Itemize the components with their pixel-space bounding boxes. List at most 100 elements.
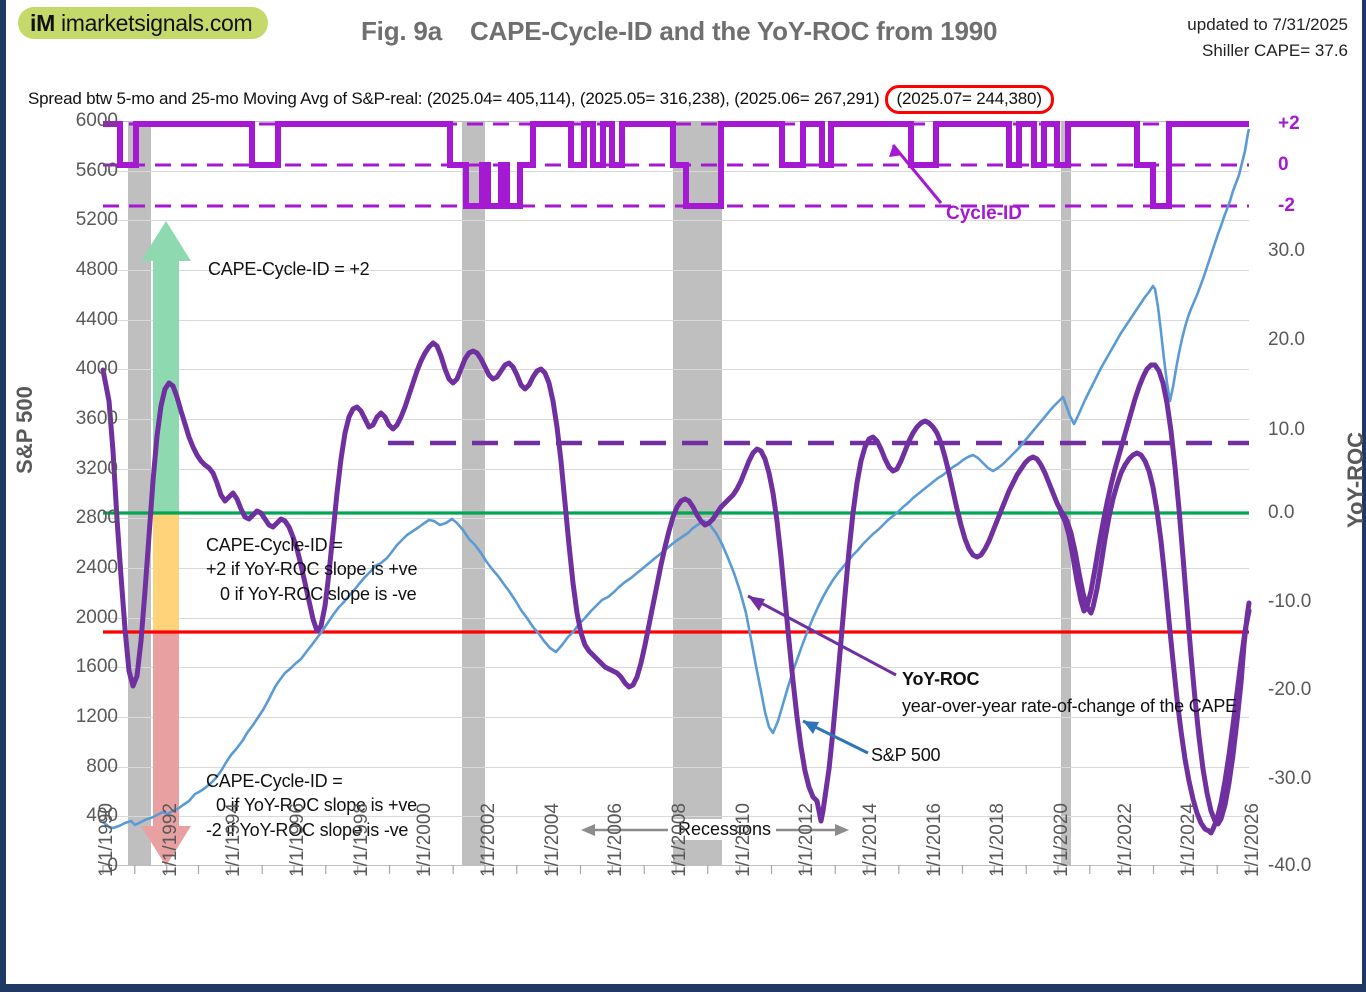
spread-latest-highlight: (2025.07= 244,380) <box>884 85 1054 114</box>
ytick-right: -10.0 <box>1268 591 1312 612</box>
xtick: 1/1/2010 <box>732 803 754 877</box>
ytick-right: 0.0 <box>1268 502 1295 523</box>
page-title: Fig. 9a CAPE-Cycle-ID and the YoY-ROC fro… <box>361 16 997 47</box>
logo-text: imarketsignals.com <box>60 9 253 36</box>
gridline <box>103 816 1249 818</box>
xtick: 1/1/2004 <box>541 803 563 877</box>
ytick-left: 4000 <box>75 358 118 380</box>
xtick: 1/1/2022 <box>1114 803 1136 877</box>
annotation-cycle-up: CAPE-Cycle-ID = +2 <box>208 259 370 279</box>
xtick: 1/1/1998 <box>350 803 372 877</box>
leader-sp500 <box>802 719 869 755</box>
annotation-rule-low: CAPE-Cycle-ID = 0 if YoY-ROC slope is +v… <box>206 769 417 842</box>
xtick: 1/1/2016 <box>923 803 945 877</box>
rule-mid-line3: 0 if YoY-ROC slope is -ve <box>220 583 417 604</box>
ytick-left: 2800 <box>75 507 118 529</box>
gridline <box>103 319 1249 321</box>
update-info: updated to 7/31/2025 Shiller CAPE= 37.6 <box>1187 12 1348 65</box>
arrow-mid-yellow <box>153 513 179 631</box>
series-cycle-id <box>103 121 1249 209</box>
recession-band <box>1061 121 1072 866</box>
gridline <box>103 766 1249 768</box>
ytick-left: 1600 <box>75 656 118 678</box>
xtick: 1/1/1990 <box>96 803 117 877</box>
arrow-up-green <box>141 221 191 513</box>
imarketsignals-logo: iM imarketsignals.com <box>18 7 269 39</box>
annotation-rule-mid: CAPE-Cycle-ID = +2 if YoY-ROC slope is +… <box>206 533 417 606</box>
leader-cycle-id <box>889 144 943 204</box>
rule-low-line3: -2 if YoY-ROC slope is -ve <box>206 819 409 840</box>
logo-mark: iM <box>30 9 55 36</box>
ytick-left: 5200 <box>75 209 118 231</box>
recessions-label: Recessions <box>673 819 777 840</box>
ytick-right: -30.0 <box>1268 768 1312 789</box>
figure-title-text: CAPE-Cycle-ID and the YoY-ROC from 1990 <box>469 16 998 46</box>
spread-note: Spread btw 5-mo and 25-mo Moving Avg of … <box>28 85 1054 114</box>
series-sp500 <box>102 128 1251 830</box>
recession-band <box>672 121 722 866</box>
gridline <box>103 270 1249 271</box>
gridline <box>103 468 1249 470</box>
chart-plot-area: CAPE-Cycle-ID = +2 CAPE-Cycle-ID = +2 if… <box>100 121 1252 874</box>
xtick: 1/1/2024 <box>1178 803 1200 877</box>
ytick-left: 2000 <box>75 606 118 628</box>
cycle-level-label: 0 <box>1278 154 1289 175</box>
rule-low-line2: 0 if YoY-ROC slope is +ve <box>216 795 417 816</box>
series-yoy-roc-recent <box>1058 362 1252 827</box>
gridline <box>103 220 1249 222</box>
ytick-left: 400 <box>86 805 118 827</box>
ytick-left: 800 <box>86 755 118 777</box>
gridline <box>103 717 1249 718</box>
spread-note-text: Spread btw 5-mo and 25-mo Moving Avg of … <box>28 89 880 108</box>
xtick: 1/1/2018 <box>987 803 1009 877</box>
gridline <box>103 369 1249 371</box>
annotation-yoy-roc: YoY-ROC year-over-year rate-of-change of… <box>902 666 1237 720</box>
ytick-left: 3200 <box>75 457 118 479</box>
yoy-roc-sublabel: year-over-year rate-of-change of the CAP… <box>902 696 1237 716</box>
gridline <box>103 568 1249 569</box>
figure-number: Fig. 9a <box>361 16 442 46</box>
y-axis-label-left: S&P 500 <box>12 386 37 474</box>
left-axis-ticks: 6000 5600 5200 4800 4400 4000 3600 3200 … <box>6 0 1366 992</box>
ytick-right: 20.0 <box>1268 329 1305 350</box>
xtick: 1/1/2014 <box>860 803 881 877</box>
yoy-roc-label: YoY-ROC <box>902 669 980 689</box>
gridline <box>103 667 1249 669</box>
ytick-left: 4800 <box>75 259 118 280</box>
xtick: 1/1/1992 <box>159 803 181 877</box>
xtick: 1/1/2008 <box>669 803 690 877</box>
x-axis-tickmarks <box>102 865 1250 874</box>
cycle-level-label: +2 <box>1278 113 1300 134</box>
ytick-left: 0 <box>107 855 118 876</box>
annotation-cycle-id-label: Cycle-ID <box>946 203 1023 224</box>
ytick-left: 4400 <box>75 308 118 330</box>
gridline <box>103 617 1249 619</box>
rule-mid-line2: +2 if YoY-ROC slope is +ve <box>206 559 418 580</box>
ytick-left: 6000 <box>75 110 118 131</box>
xtick: 1/1/2020 <box>1051 803 1072 877</box>
rule-mid-line1: CAPE-Cycle-ID = <box>206 535 343 555</box>
ytick-left: 3600 <box>75 408 118 429</box>
xtick: 1/1/1994 <box>223 803 245 877</box>
xtick: 1/1/2000 <box>414 803 436 877</box>
y-axis-label-right: YoY-ROC <box>1343 431 1366 529</box>
xtick: 1/1/2026 <box>1242 803 1263 877</box>
annotation-sp500-label: S&P 500 <box>871 745 941 765</box>
xtick: 1/1/2002 <box>478 803 499 877</box>
leader-yoy-roc <box>747 594 897 677</box>
cycle-level-label: -2 <box>1278 195 1295 216</box>
ytick-right: 10.0 <box>1268 419 1305 440</box>
xtick: 1/1/1996 <box>287 803 308 877</box>
gridline <box>103 170 1249 172</box>
recession-band <box>461 121 485 866</box>
ytick-right: 30.0 <box>1268 240 1305 261</box>
ytick-right: -40.0 <box>1268 855 1312 876</box>
ytick-right: -20.0 <box>1268 679 1312 700</box>
gridline <box>103 518 1249 520</box>
updated-date: updated to 7/31/2025 <box>1187 15 1348 34</box>
shiller-cape-value: Shiller CAPE= 37.6 <box>1202 41 1348 61</box>
ytick-left: 2400 <box>75 557 118 578</box>
ytick-left: 5600 <box>75 159 118 181</box>
xtick: 1/1/2006 <box>605 803 627 877</box>
ytick-left: 1200 <box>75 706 118 727</box>
